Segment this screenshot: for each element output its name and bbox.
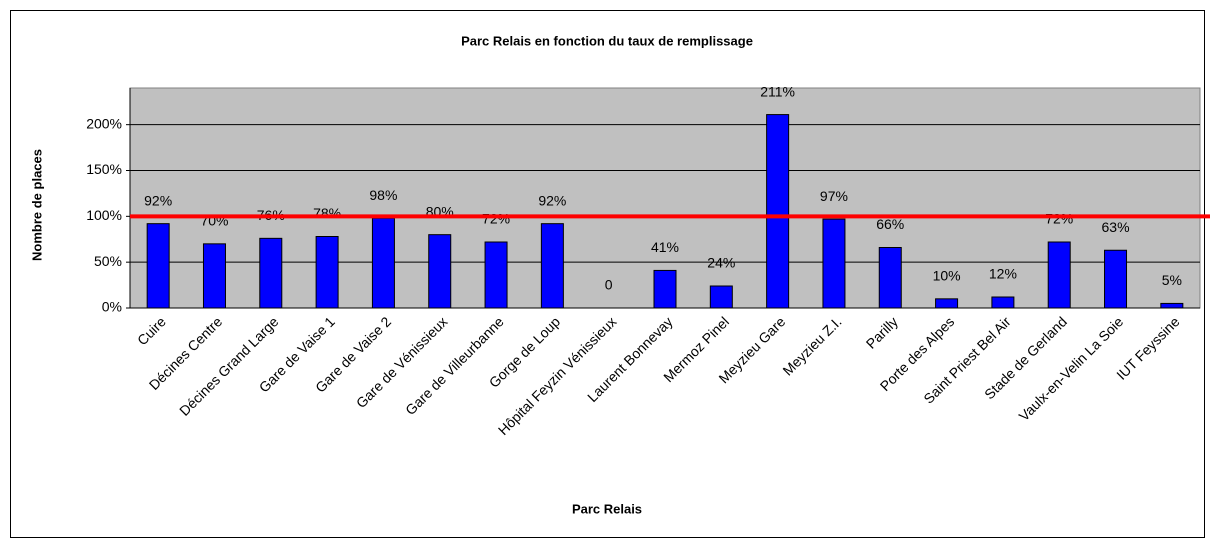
data-label: 97% <box>820 188 848 204</box>
bar <box>259 237 283 309</box>
data-label: 63% <box>1102 219 1130 235</box>
data-label: 211% <box>760 83 795 99</box>
bar <box>428 234 452 309</box>
y-axis-label: Nombre de places <box>29 149 44 261</box>
data-label: 10% <box>933 268 961 284</box>
bar <box>484 241 508 309</box>
y-tick-label: 50% <box>94 253 122 269</box>
bar <box>991 296 1015 309</box>
y-tick-label: 200% <box>86 115 122 131</box>
bar <box>1104 249 1128 309</box>
bar <box>146 223 170 309</box>
data-label: 72% <box>1045 211 1073 227</box>
bar <box>766 114 790 309</box>
data-label: 92% <box>538 192 566 208</box>
data-label: 98% <box>369 187 397 203</box>
bar <box>709 285 733 309</box>
bar <box>315 236 339 309</box>
bar <box>822 218 846 309</box>
bar <box>878 247 902 309</box>
bar <box>653 269 677 309</box>
data-label: 5% <box>1162 272 1182 288</box>
chart-title: Parc Relais en fonction du taux de rempl… <box>461 33 753 48</box>
data-label: 66% <box>876 216 904 232</box>
data-label: 0 <box>605 277 613 293</box>
bar <box>371 217 395 309</box>
data-label: 78% <box>313 205 341 221</box>
bar <box>935 298 959 309</box>
x-axis-label: Parc Relais <box>572 501 642 516</box>
bar <box>1047 241 1071 309</box>
y-tick-label: 100% <box>86 207 122 223</box>
data-label: 41% <box>651 239 679 255</box>
data-label: 72% <box>482 211 510 227</box>
data-label: 92% <box>144 192 172 208</box>
data-label: 24% <box>707 255 735 271</box>
bar <box>540 223 564 309</box>
y-tick-label: 150% <box>86 161 122 177</box>
y-tick-label: 0% <box>102 299 122 315</box>
data-label: 12% <box>989 266 1017 282</box>
bar <box>1160 302 1184 309</box>
bar <box>202 243 226 309</box>
